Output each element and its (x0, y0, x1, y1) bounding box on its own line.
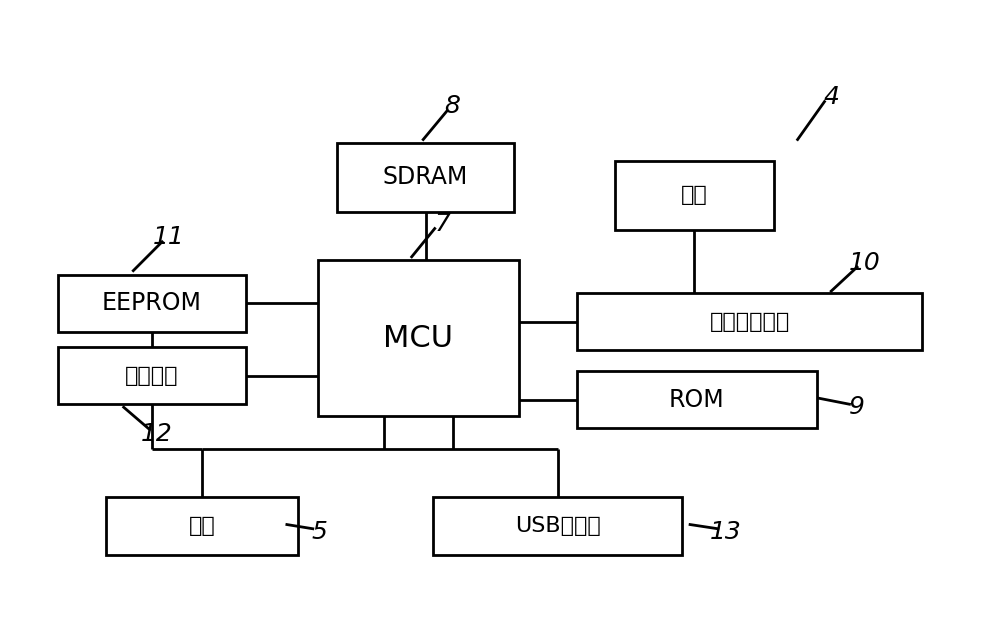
Text: 9: 9 (849, 396, 865, 419)
Bar (106, 497, 298, 555)
Text: 10: 10 (849, 251, 881, 275)
Bar (58, 347, 246, 404)
Text: 12: 12 (140, 422, 172, 446)
Bar (337, 143, 514, 212)
Text: 硬盘: 硬盘 (189, 516, 216, 536)
Bar (615, 161, 774, 230)
Bar (58, 275, 246, 332)
Text: 天线: 天线 (681, 185, 708, 205)
Text: USB集线器: USB集线器 (515, 516, 600, 536)
Text: 5: 5 (312, 520, 327, 544)
Bar (577, 371, 817, 428)
Text: 7: 7 (434, 212, 450, 236)
Text: 11: 11 (153, 225, 185, 249)
Text: 4: 4 (823, 85, 839, 109)
Bar (318, 260, 519, 416)
Bar (577, 293, 922, 350)
Bar (433, 497, 682, 555)
Text: ROM: ROM (669, 388, 725, 412)
Text: EEPROM: EEPROM (102, 291, 202, 316)
Text: MCU: MCU (383, 324, 453, 353)
Text: 8: 8 (444, 95, 460, 118)
Text: 13: 13 (710, 520, 741, 544)
Text: 加密芯片: 加密芯片 (125, 365, 179, 386)
Text: 无线通讯模块: 无线通讯模块 (709, 312, 790, 332)
Text: SDRAM: SDRAM (383, 165, 468, 189)
